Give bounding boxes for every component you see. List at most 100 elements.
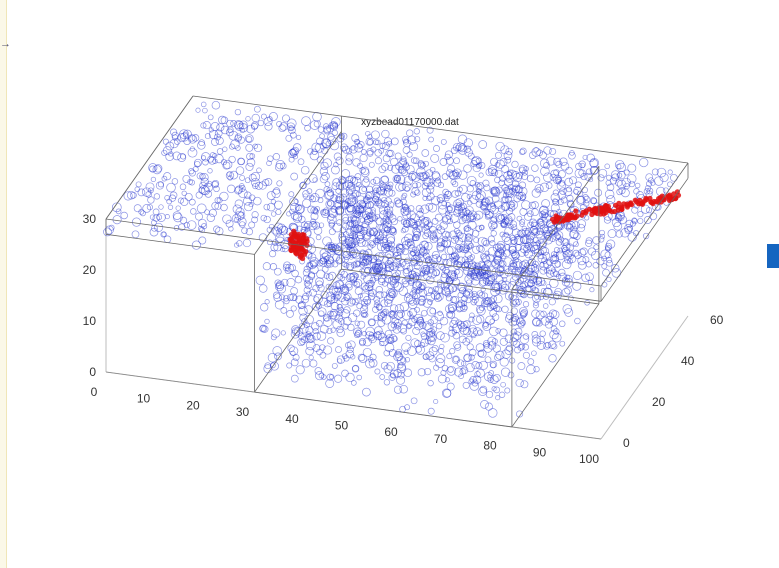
blue-data-point <box>412 228 422 237</box>
blue-data-point <box>395 162 404 171</box>
blue-data-point <box>374 368 381 375</box>
blue-data-point <box>427 287 435 295</box>
blue-data-point <box>477 267 486 276</box>
blue-data-point <box>498 249 505 256</box>
blue-data-point <box>257 119 265 127</box>
blue-data-point <box>393 351 403 362</box>
blue-data-point <box>566 243 575 252</box>
red-data-point <box>634 199 640 205</box>
blue-data-point <box>422 217 431 225</box>
blue-data-point <box>553 270 560 277</box>
blue-data-point <box>457 143 467 153</box>
blue-data-point <box>393 197 401 205</box>
blue-data-point <box>507 213 516 222</box>
blue-data-point <box>561 287 571 297</box>
blue-data-point <box>356 234 365 244</box>
blue-data-point <box>615 213 622 220</box>
red-data-point <box>648 199 654 205</box>
blue-data-point <box>348 254 354 260</box>
blue-data-point <box>373 314 380 321</box>
blue-data-point <box>431 344 439 353</box>
blue-data-point <box>290 358 299 367</box>
blue-tab-marker[interactable] <box>767 244 779 268</box>
blue-data-point <box>359 257 368 266</box>
blue-data-point <box>441 364 449 372</box>
blue-data-point <box>363 232 371 240</box>
blue-data-point <box>308 194 315 200</box>
blue-data-point <box>475 183 483 191</box>
blue-data-point <box>599 229 605 236</box>
blue-data-point <box>354 208 363 216</box>
blue-data-point <box>399 157 408 166</box>
blue-data-point <box>375 286 383 294</box>
blue-data-point <box>377 318 386 327</box>
blue-data-point <box>436 331 445 340</box>
blue-data-point <box>264 122 273 131</box>
blue-data-point <box>456 245 463 253</box>
blue-data-point <box>172 151 182 161</box>
blue-data-point <box>405 334 412 341</box>
blue-data-point <box>161 149 168 156</box>
blue-data-point <box>503 231 509 238</box>
blue-data-point <box>444 377 450 383</box>
blue-data-point <box>545 182 553 189</box>
blue-data-point <box>484 280 491 287</box>
blue-data-point <box>379 336 389 347</box>
blue-data-point <box>274 163 284 172</box>
blue-data-point <box>320 161 329 170</box>
blue-data-point <box>420 265 430 275</box>
blue-data-point <box>369 229 375 236</box>
blue-data-point <box>206 213 215 222</box>
blue-data-point <box>457 282 467 292</box>
blue-data-point <box>532 337 542 347</box>
blue-data-point <box>578 169 586 177</box>
blue-data-point <box>328 228 336 236</box>
blue-data-point <box>418 172 427 181</box>
blue-data-point <box>392 174 401 184</box>
blue-data-point <box>255 275 265 285</box>
blue-data-point <box>302 198 312 208</box>
blue-data-point <box>528 201 537 210</box>
blue-data-point <box>234 133 243 141</box>
blue-data-point <box>290 350 296 357</box>
blue-data-point <box>139 210 146 217</box>
blue-data-point <box>400 194 407 200</box>
blue-data-point <box>429 330 436 337</box>
blue-data-point <box>354 143 364 153</box>
blue-data-point <box>363 213 370 220</box>
blue-data-point <box>457 292 464 299</box>
blue-data-point <box>355 329 361 335</box>
blue-data-point <box>440 369 447 376</box>
blue-data-point <box>342 323 349 330</box>
blue-data-point <box>351 215 359 224</box>
blue-data-point <box>319 257 327 265</box>
blue-data-point <box>548 298 556 306</box>
blue-data-point <box>557 247 564 254</box>
blue-data-point <box>478 140 488 149</box>
blue-data-point <box>444 246 454 256</box>
blue-data-point <box>222 146 228 152</box>
blue-data-point <box>576 219 587 229</box>
blue-data-point <box>631 206 639 214</box>
blue-data-point <box>455 197 465 207</box>
blue-data-point <box>362 387 371 397</box>
blue-data-point <box>656 167 667 178</box>
blue-data-point <box>623 169 630 176</box>
blue-data-point <box>360 223 369 232</box>
blue-data-point <box>343 292 352 301</box>
blue-data-point <box>237 123 243 129</box>
blue-data-point <box>519 221 525 227</box>
blue-data-point <box>504 346 514 355</box>
blue-data-point <box>272 227 282 237</box>
blue-data-point <box>451 286 458 292</box>
blue-data-point <box>245 162 254 171</box>
blue-data-point <box>432 286 439 293</box>
blue-data-point <box>454 203 462 211</box>
blue-data-point <box>499 175 506 182</box>
blue-data-point <box>471 379 479 387</box>
red-data-point <box>625 202 631 208</box>
blue-data-point <box>605 179 612 186</box>
blue-data-point <box>378 205 388 215</box>
blue-data-point <box>340 146 347 152</box>
blue-data-point <box>338 133 344 139</box>
